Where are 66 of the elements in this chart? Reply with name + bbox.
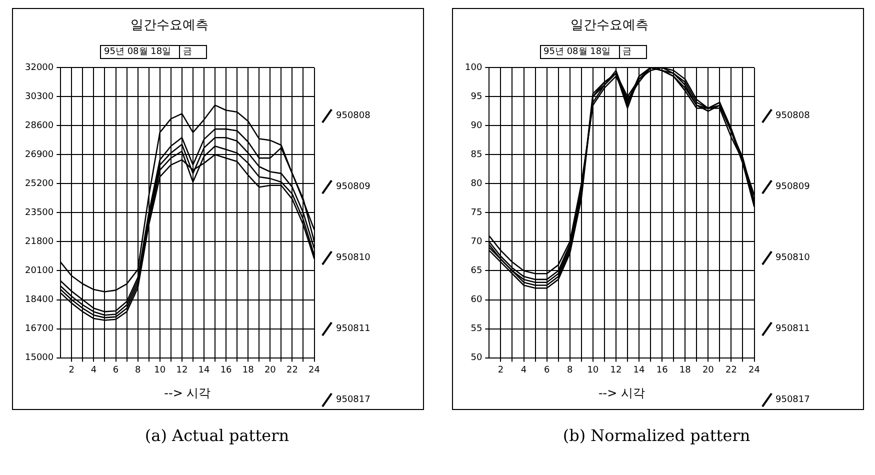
text: 금: [182, 46, 194, 58]
x-tick-label: 10: [154, 366, 166, 376]
chart-title: 일간수요예측: [570, 18, 648, 34]
x-tick-label: 12: [176, 366, 188, 376]
y-tick-label: 26900: [24, 150, 54, 160]
x-tick-label: 24: [308, 366, 320, 376]
x-tick-label: 4: [90, 366, 97, 376]
legend-label: 950810: [776, 253, 810, 263]
text: (a) Actual pattern: [144, 426, 290, 445]
legend-label: 950817: [336, 395, 370, 405]
x-axis-title: --> 시각: [164, 386, 211, 400]
x-tick-label: 12: [610, 366, 622, 376]
x-axis-title: --> 시각: [598, 386, 644, 400]
x-tick-label: 14: [198, 366, 210, 376]
x-tick-label: 22: [724, 366, 736, 376]
x-tick-label: 14: [632, 366, 645, 376]
text: 95년 08월 18일: [101, 46, 180, 58]
y-tick-label: 20100: [24, 266, 54, 276]
legend-label: 950811: [336, 324, 370, 334]
y-tick-label: 28600: [24, 120, 54, 131]
x-tick-label: 6: [543, 366, 550, 376]
x-tick-label: 16: [220, 366, 232, 376]
x-tick-label: 8: [134, 366, 141, 376]
y-tick-label: 65: [470, 266, 482, 276]
y-tick-label: 15000: [24, 353, 54, 364]
y-tick-label: 32000: [24, 62, 54, 73]
x-tick-label: 22: [286, 366, 298, 376]
legend-label: 950811: [776, 324, 810, 334]
legend-label: 950817: [776, 395, 810, 405]
y-tick-label: 16700: [24, 324, 54, 334]
y-tick-label: 70: [470, 237, 482, 248]
text: 금: [622, 46, 633, 58]
x-tick-label: 16: [656, 366, 668, 376]
y-tick-label: 55: [470, 324, 482, 334]
y-tick-label: 25200: [24, 179, 54, 190]
y-tick-label: 95: [470, 92, 482, 102]
x-tick-label: 6: [112, 366, 119, 376]
text: 95년 08월 18일: [540, 46, 620, 58]
y-tick-label: 30300: [24, 92, 54, 102]
x-tick-label: 18: [678, 366, 691, 376]
x-tick-label: 20: [264, 366, 276, 376]
x-tick-label: 18: [242, 366, 254, 376]
legend-label: 950808: [336, 111, 370, 121]
x-tick-label: 8: [566, 366, 572, 376]
y-tick-label: 50: [470, 353, 482, 364]
text: (b) Normalized pattern: [562, 426, 752, 445]
y-tick-label: 85: [470, 150, 482, 160]
y-tick-label: 75: [470, 208, 482, 218]
y-tick-label: 60: [470, 295, 482, 306]
y-tick-label: 80: [470, 179, 482, 190]
legend-label: 950810: [336, 253, 370, 263]
x-tick-label: 4: [520, 366, 526, 376]
y-tick-label: 18400: [24, 295, 54, 306]
x-tick-label: 10: [586, 366, 598, 376]
x-tick-label: 2: [68, 366, 75, 376]
y-tick-label: 23500: [24, 208, 54, 218]
chart-title: 일간수요예측: [130, 18, 208, 34]
x-tick-label: 24: [748, 366, 760, 376]
y-tick-label: 21800: [24, 237, 54, 248]
y-tick-label: 90: [470, 120, 482, 131]
legend-label: 950809: [776, 182, 810, 192]
legend-label: 950809: [336, 182, 370, 192]
legend-label: 950808: [776, 111, 810, 121]
y-tick-label: 100: [464, 62, 482, 73]
x-tick-label: 20: [702, 366, 714, 376]
x-tick-label: 2: [497, 366, 504, 376]
